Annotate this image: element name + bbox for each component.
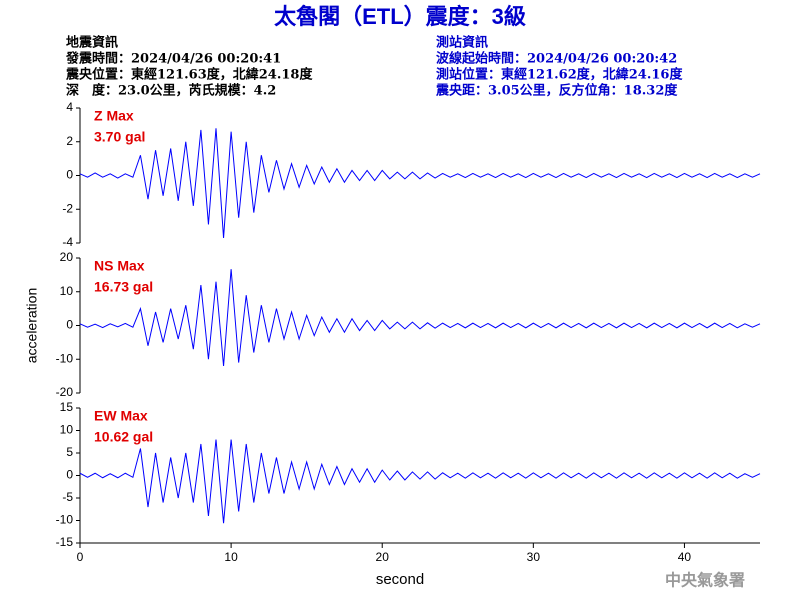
annotation-value: 3.70 gal: [94, 129, 145, 145]
y-tick-label: 0: [66, 468, 73, 482]
waveform: [79, 128, 761, 238]
footer-logo: 中央氣象署: [665, 571, 745, 590]
y-tick-label: 15: [60, 400, 74, 414]
x-tick-label: 0: [77, 550, 84, 564]
y-tick-label: -20: [56, 385, 74, 399]
x-tick-label: 20: [376, 550, 390, 564]
annotation-value: 10.62 gal: [94, 429, 153, 445]
y-tick-label: 10: [60, 284, 74, 298]
y-tick-label: 2: [66, 134, 73, 148]
chart-title: 太魯閣（ETL）震度：3級: [274, 4, 526, 29]
x-tick-label: 30: [527, 550, 541, 564]
info-line: 震央距：3.05公里，反方位角：18.32度: [435, 83, 678, 99]
y-tick-label: 0: [66, 318, 73, 332]
info-line: 測站位置：東經121.62度，北緯24.16度: [436, 67, 683, 83]
annotation: Z Max: [94, 108, 134, 124]
info-line: 震央位置：東經121.63度，北緯24.18度: [65, 67, 313, 83]
info-line: 地震資訊: [66, 35, 118, 51]
y-tick-label: -2: [62, 201, 73, 215]
info-line: 波線起始時間：2024/04/26 00:20:42: [436, 51, 677, 67]
waveform: [79, 269, 761, 367]
x-tick-label: 10: [224, 550, 238, 564]
x-tick-label: 40: [678, 550, 692, 564]
info-line: 深 度：23.0公里，芮氏規模：4.2: [66, 83, 276, 99]
x-axis-label: second: [376, 571, 424, 588]
annotation: NS Max: [94, 258, 145, 274]
header-right: 測站資訊 波線起始時間：2024/04/26 00:20:42 測站位置：東經1…: [435, 35, 683, 99]
y-tick-label: 4: [66, 100, 73, 114]
y-tick-label: 10: [60, 423, 74, 437]
y-tick-label: -10: [56, 351, 74, 365]
waveform: [79, 439, 761, 524]
y-tick-label: 20: [60, 250, 74, 264]
y-tick-label: 5: [66, 445, 73, 459]
info-line: 發震時間：2024/04/26 00:20:41: [65, 51, 281, 67]
y-tick-label: -4: [62, 235, 73, 249]
y-axis-label: acceleration: [24, 288, 40, 364]
annotation-value: 16.73 gal: [94, 279, 153, 295]
info-line: 測站資訊: [436, 35, 488, 51]
annotation: EW Max: [94, 408, 148, 424]
header-left: 地震資訊 發震時間：2024/04/26 00:20:41 震央位置：東經121…: [65, 35, 313, 99]
y-tick-label: -10: [56, 513, 74, 527]
y-tick-label: -15: [56, 535, 74, 549]
y-tick-label: -5: [62, 490, 73, 504]
y-tick-label: 0: [66, 168, 73, 182]
